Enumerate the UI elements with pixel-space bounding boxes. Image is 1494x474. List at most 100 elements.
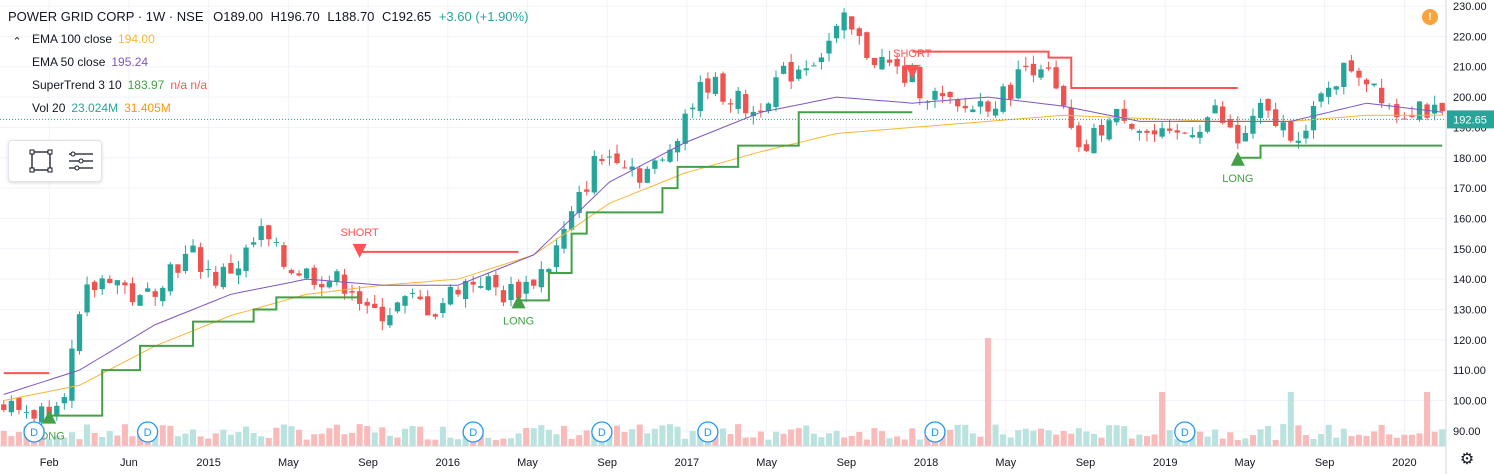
candle-body — [697, 81, 703, 112]
dividend-marker-icon[interactable]: D — [1174, 421, 1196, 443]
volume-bar — [969, 433, 976, 446]
candle-body — [576, 191, 582, 214]
volume-bar — [1378, 424, 1385, 446]
volume-bar — [205, 438, 212, 446]
candle-body — [932, 90, 938, 100]
volume-bar — [1280, 424, 1287, 446]
candle-body — [379, 306, 385, 322]
volume-bar — [1068, 433, 1075, 446]
volume-bar — [288, 426, 295, 446]
volume-bar — [1310, 438, 1317, 446]
volume-bar — [243, 426, 250, 446]
candle-body — [99, 278, 105, 290]
candle-body — [1182, 132, 1188, 134]
supertrend-down-segment — [912, 50, 1238, 89]
candle-body — [1378, 87, 1385, 104]
candle-body — [266, 225, 272, 240]
dividend-marker-icon[interactable]: D — [697, 421, 719, 443]
dividend-circle — [1174, 421, 1196, 443]
volume-bar — [1431, 431, 1438, 446]
candle-body — [750, 111, 756, 117]
volume-bar — [492, 439, 499, 446]
candle-body — [1023, 65, 1029, 68]
drawing-toolbox — [8, 140, 102, 182]
volume-bar — [159, 425, 166, 446]
long-signal-label: LONG — [1222, 173, 1253, 185]
volume-bar — [1151, 434, 1158, 446]
long-signal-arrow — [511, 294, 526, 309]
x-tick-label: May — [995, 457, 1016, 469]
indicator-label: Vol 20 — [32, 101, 66, 115]
y-tick-label: 90.00 — [1453, 426, 1481, 438]
candle-body — [1015, 69, 1021, 99]
indicator-ema50[interactable]: EMA 50 close 195.24 — [8, 51, 528, 74]
volume-bar — [1166, 430, 1173, 446]
dividend-marker-icon[interactable]: D — [136, 421, 159, 443]
volume-bar — [250, 432, 257, 446]
dividend-marker-icon[interactable]: D — [462, 421, 484, 443]
dividend-circle — [462, 421, 484, 443]
info-icon[interactable]: ! — [1422, 9, 1438, 25]
candle-body — [447, 286, 454, 305]
candle-body — [826, 40, 832, 54]
candle-body — [91, 281, 98, 291]
symbol-name[interactable]: POWER GRID CORP · 1W · NSE — [8, 9, 204, 24]
dividend-circle — [697, 421, 719, 443]
candle-body — [38, 406, 45, 423]
indicator-volume[interactable]: Vol 20 23.024M 31.405M — [8, 97, 528, 120]
volume-bar — [1363, 435, 1370, 446]
gear-icon[interactable]: ⚙ — [1459, 451, 1475, 468]
candle-body — [902, 65, 908, 83]
dividend-marker-icon[interactable]: D — [924, 421, 946, 443]
candle-body — [758, 110, 764, 113]
volume-bar — [402, 428, 409, 446]
candle-body — [500, 290, 507, 303]
time-axis[interactable]: Feb Jun 2015 May Sep 2016 May Sep 2017 May Sep 2018… — [40, 457, 1417, 469]
volume-bar — [613, 425, 621, 446]
volume-bar — [560, 425, 568, 446]
y-tick-label: 140.00 — [1453, 274, 1487, 286]
volume-bar — [863, 439, 870, 446]
volume-bar — [1106, 425, 1113, 446]
candle-body — [1106, 120, 1112, 140]
indicator-ema100[interactable]: EMA 100 close 194.00 — [8, 28, 528, 51]
volume-bar — [1159, 392, 1166, 446]
volume-bar — [1204, 436, 1211, 446]
candle-body — [1197, 131, 1203, 138]
volume-bar — [1318, 434, 1325, 446]
candle-body — [531, 279, 537, 286]
candle-body — [1235, 124, 1241, 144]
rectangle-tool-icon[interactable] — [27, 147, 55, 175]
candle-body — [107, 278, 113, 283]
volume-bar — [666, 424, 674, 446]
candle-body — [818, 57, 825, 63]
candle-body — [743, 94, 749, 114]
volume-bar — [856, 431, 863, 446]
lines-menu-icon[interactable] — [67, 147, 95, 175]
dividend-marker-icon[interactable]: D — [591, 421, 613, 443]
volume-bar — [1060, 430, 1067, 446]
candle-body — [311, 267, 317, 285]
candle-body — [213, 271, 219, 286]
indicator-supertrend[interactable]: SuperTrend 3 10 183.97 n/a n/a — [8, 74, 528, 97]
volume-bar — [1348, 436, 1355, 446]
candle-body — [886, 59, 893, 63]
x-tick-label: May — [1235, 457, 1256, 469]
chevron-up-icon[interactable]: ⌃ — [12, 36, 22, 48]
volume-bar — [878, 431, 886, 446]
volume-bar — [1136, 434, 1143, 446]
candle-body — [122, 282, 128, 286]
ema50-line — [3, 96, 1443, 395]
y-tick-label: 160.00 — [1453, 213, 1487, 225]
dividend-marker-icon[interactable]: D — [23, 421, 45, 443]
candle-body — [402, 296, 408, 306]
indicator-label: EMA 50 close — [32, 55, 106, 69]
candle-body — [235, 268, 242, 276]
candle-body — [1212, 105, 1218, 114]
candle-body — [1030, 63, 1037, 76]
candle-body — [652, 160, 658, 169]
volume-bar — [591, 433, 598, 446]
